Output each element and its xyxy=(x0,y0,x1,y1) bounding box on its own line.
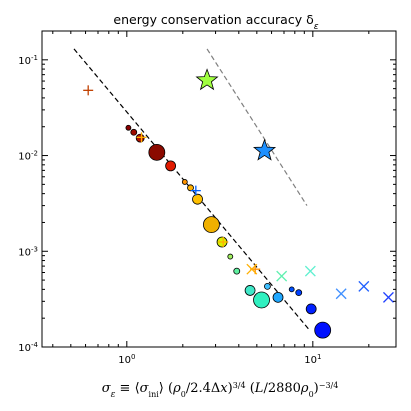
x-marker xyxy=(276,270,288,282)
circle-marker xyxy=(253,291,270,309)
x-tick-label: 100 xyxy=(118,353,135,366)
y-tick-label-base: 10 xyxy=(18,247,31,258)
x-tick-label: 101 xyxy=(304,353,321,366)
circle-marker xyxy=(227,253,234,260)
x-tick-label-exp: 1 xyxy=(317,353,321,361)
x-axis-label-part: L xyxy=(254,381,264,396)
reference-dashed-line xyxy=(73,48,310,331)
x-axis-label-part: 0 xyxy=(309,390,314,399)
x-marker-b xyxy=(358,280,370,292)
x-axis-label-part: /2880 xyxy=(263,381,300,396)
x-marker xyxy=(358,280,370,292)
y-tick-label-base: 10 xyxy=(18,152,31,163)
x-marker-b xyxy=(246,263,258,275)
x-marker xyxy=(335,288,347,300)
y-tick-label-exp: -4 xyxy=(31,341,39,349)
x-axis-label-part: x xyxy=(220,381,228,396)
x-axis-label-part: ini xyxy=(149,390,160,399)
circle-marker xyxy=(165,160,177,172)
x-axis-label-part: ρ xyxy=(300,381,309,396)
y-tick-label: 10-1 xyxy=(18,54,38,67)
x-axis-label-part: σ xyxy=(102,381,112,396)
circle-marker xyxy=(187,184,194,192)
x-axis-label: σε ≡ ⟨σini⟩ (ρ0/2.4Δx)3/4 (L/2880ρ0)−3/4 xyxy=(102,381,339,401)
circle-marker xyxy=(305,303,317,315)
chart-marks xyxy=(73,48,394,339)
x-axis-label-part: 3/4 xyxy=(233,381,246,390)
x-axis-label-part: ) xyxy=(314,381,319,396)
y-tick-label-exp: -2 xyxy=(31,150,38,158)
y-tick-label-base: 10 xyxy=(18,343,31,354)
circle-marker xyxy=(295,289,303,297)
plus-marker xyxy=(190,185,201,196)
star-marker xyxy=(195,68,219,91)
x-axis-label-part: ( xyxy=(246,381,255,396)
y-tick-label: 10-2 xyxy=(18,150,38,163)
circle-marker xyxy=(233,267,241,275)
x-marker-b xyxy=(276,270,288,282)
circle-marker xyxy=(288,286,295,293)
x-marker-b xyxy=(335,288,347,300)
plus-marker xyxy=(136,132,147,143)
x-marker xyxy=(304,265,316,277)
circle-marker xyxy=(125,124,132,131)
reference-dashed-line xyxy=(206,48,308,206)
circle-marker xyxy=(135,133,145,143)
x-axis-label-part: ) xyxy=(228,381,233,396)
x-tick-label-exp: 0 xyxy=(131,353,135,361)
x-marker xyxy=(382,291,394,303)
plot-frame xyxy=(41,30,397,348)
star-marker xyxy=(252,138,277,161)
x-marker-b xyxy=(304,265,316,277)
x-axis-label-part: /2.4Δ xyxy=(186,381,220,396)
y-tick-label-exp: -1 xyxy=(31,54,38,62)
circle-marker xyxy=(181,179,188,185)
x-marker-b xyxy=(382,291,394,303)
x-marker xyxy=(246,263,258,275)
plus-marker xyxy=(83,85,94,96)
circle-marker xyxy=(203,216,220,233)
x-axis-label-part: −3/4 xyxy=(319,381,339,390)
circle-marker xyxy=(192,193,203,205)
chart-title: energy conservation accuracy δε xyxy=(113,12,318,32)
x-tick-label-base: 10 xyxy=(304,355,317,366)
x-axis-label-part: ≡ ⟨ xyxy=(115,381,139,396)
circle-marker xyxy=(148,143,166,161)
circle-marker xyxy=(314,321,332,339)
x-axis-label-part: 0 xyxy=(181,390,186,399)
circle-marker xyxy=(130,128,138,136)
y-tick-label-base: 10 xyxy=(18,56,31,67)
circle-marker xyxy=(272,291,284,303)
plus-marker xyxy=(218,236,229,247)
y-tick-label: 10-3 xyxy=(18,245,38,258)
x-axis-label-part: ε xyxy=(111,390,116,400)
x-tick-label-base: 10 xyxy=(118,355,131,366)
chart-title-main: energy conservation accuracy δ xyxy=(113,12,313,27)
x-axis-label-part: ρ xyxy=(172,381,181,396)
chart-title-subscript: ε xyxy=(314,22,319,32)
y-tick-label: 10-4 xyxy=(18,341,38,354)
circle-marker xyxy=(244,285,256,296)
y-tick-label-exp: -3 xyxy=(31,245,38,253)
x-axis-label-part: σ xyxy=(140,381,150,396)
circle-marker xyxy=(264,282,271,290)
x-axis-label-part: ⟩ ( xyxy=(159,381,173,396)
